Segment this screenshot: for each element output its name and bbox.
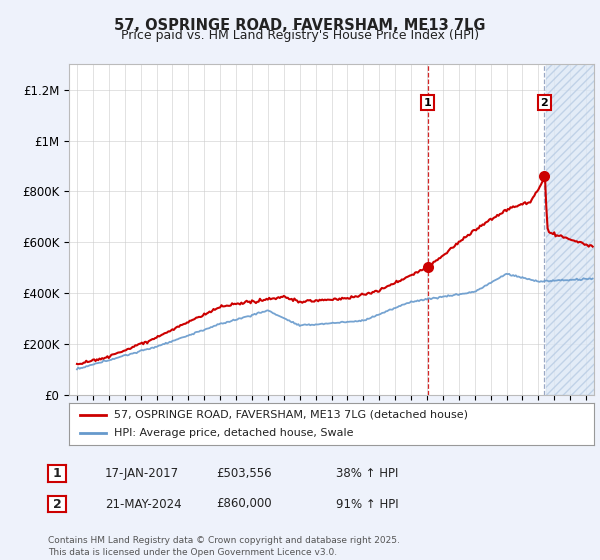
Text: £503,556: £503,556	[216, 466, 272, 480]
Text: 57, OSPRINGE ROAD, FAVERSHAM, ME13 7LG: 57, OSPRINGE ROAD, FAVERSHAM, ME13 7LG	[114, 18, 486, 33]
Text: 57, OSPRINGE ROAD, FAVERSHAM, ME13 7LG (detached house): 57, OSPRINGE ROAD, FAVERSHAM, ME13 7LG (…	[113, 409, 467, 419]
Text: HPI: Average price, detached house, Swale: HPI: Average price, detached house, Swal…	[113, 428, 353, 438]
Text: 1: 1	[53, 466, 61, 480]
Bar	[546, 64, 600, 395]
Text: 2: 2	[541, 97, 548, 108]
Text: Price paid vs. HM Land Registry's House Price Index (HPI): Price paid vs. HM Land Registry's House …	[121, 29, 479, 42]
Text: 38% ↑ HPI: 38% ↑ HPI	[336, 466, 398, 480]
Text: 1: 1	[424, 97, 431, 108]
Text: 17-JAN-2017: 17-JAN-2017	[105, 466, 179, 480]
Text: 21-MAY-2024: 21-MAY-2024	[105, 497, 182, 511]
Text: £860,000: £860,000	[216, 497, 272, 511]
Text: Contains HM Land Registry data © Crown copyright and database right 2025.
This d: Contains HM Land Registry data © Crown c…	[48, 536, 400, 557]
Text: 2: 2	[53, 497, 61, 511]
Text: 91% ↑ HPI: 91% ↑ HPI	[336, 497, 398, 511]
